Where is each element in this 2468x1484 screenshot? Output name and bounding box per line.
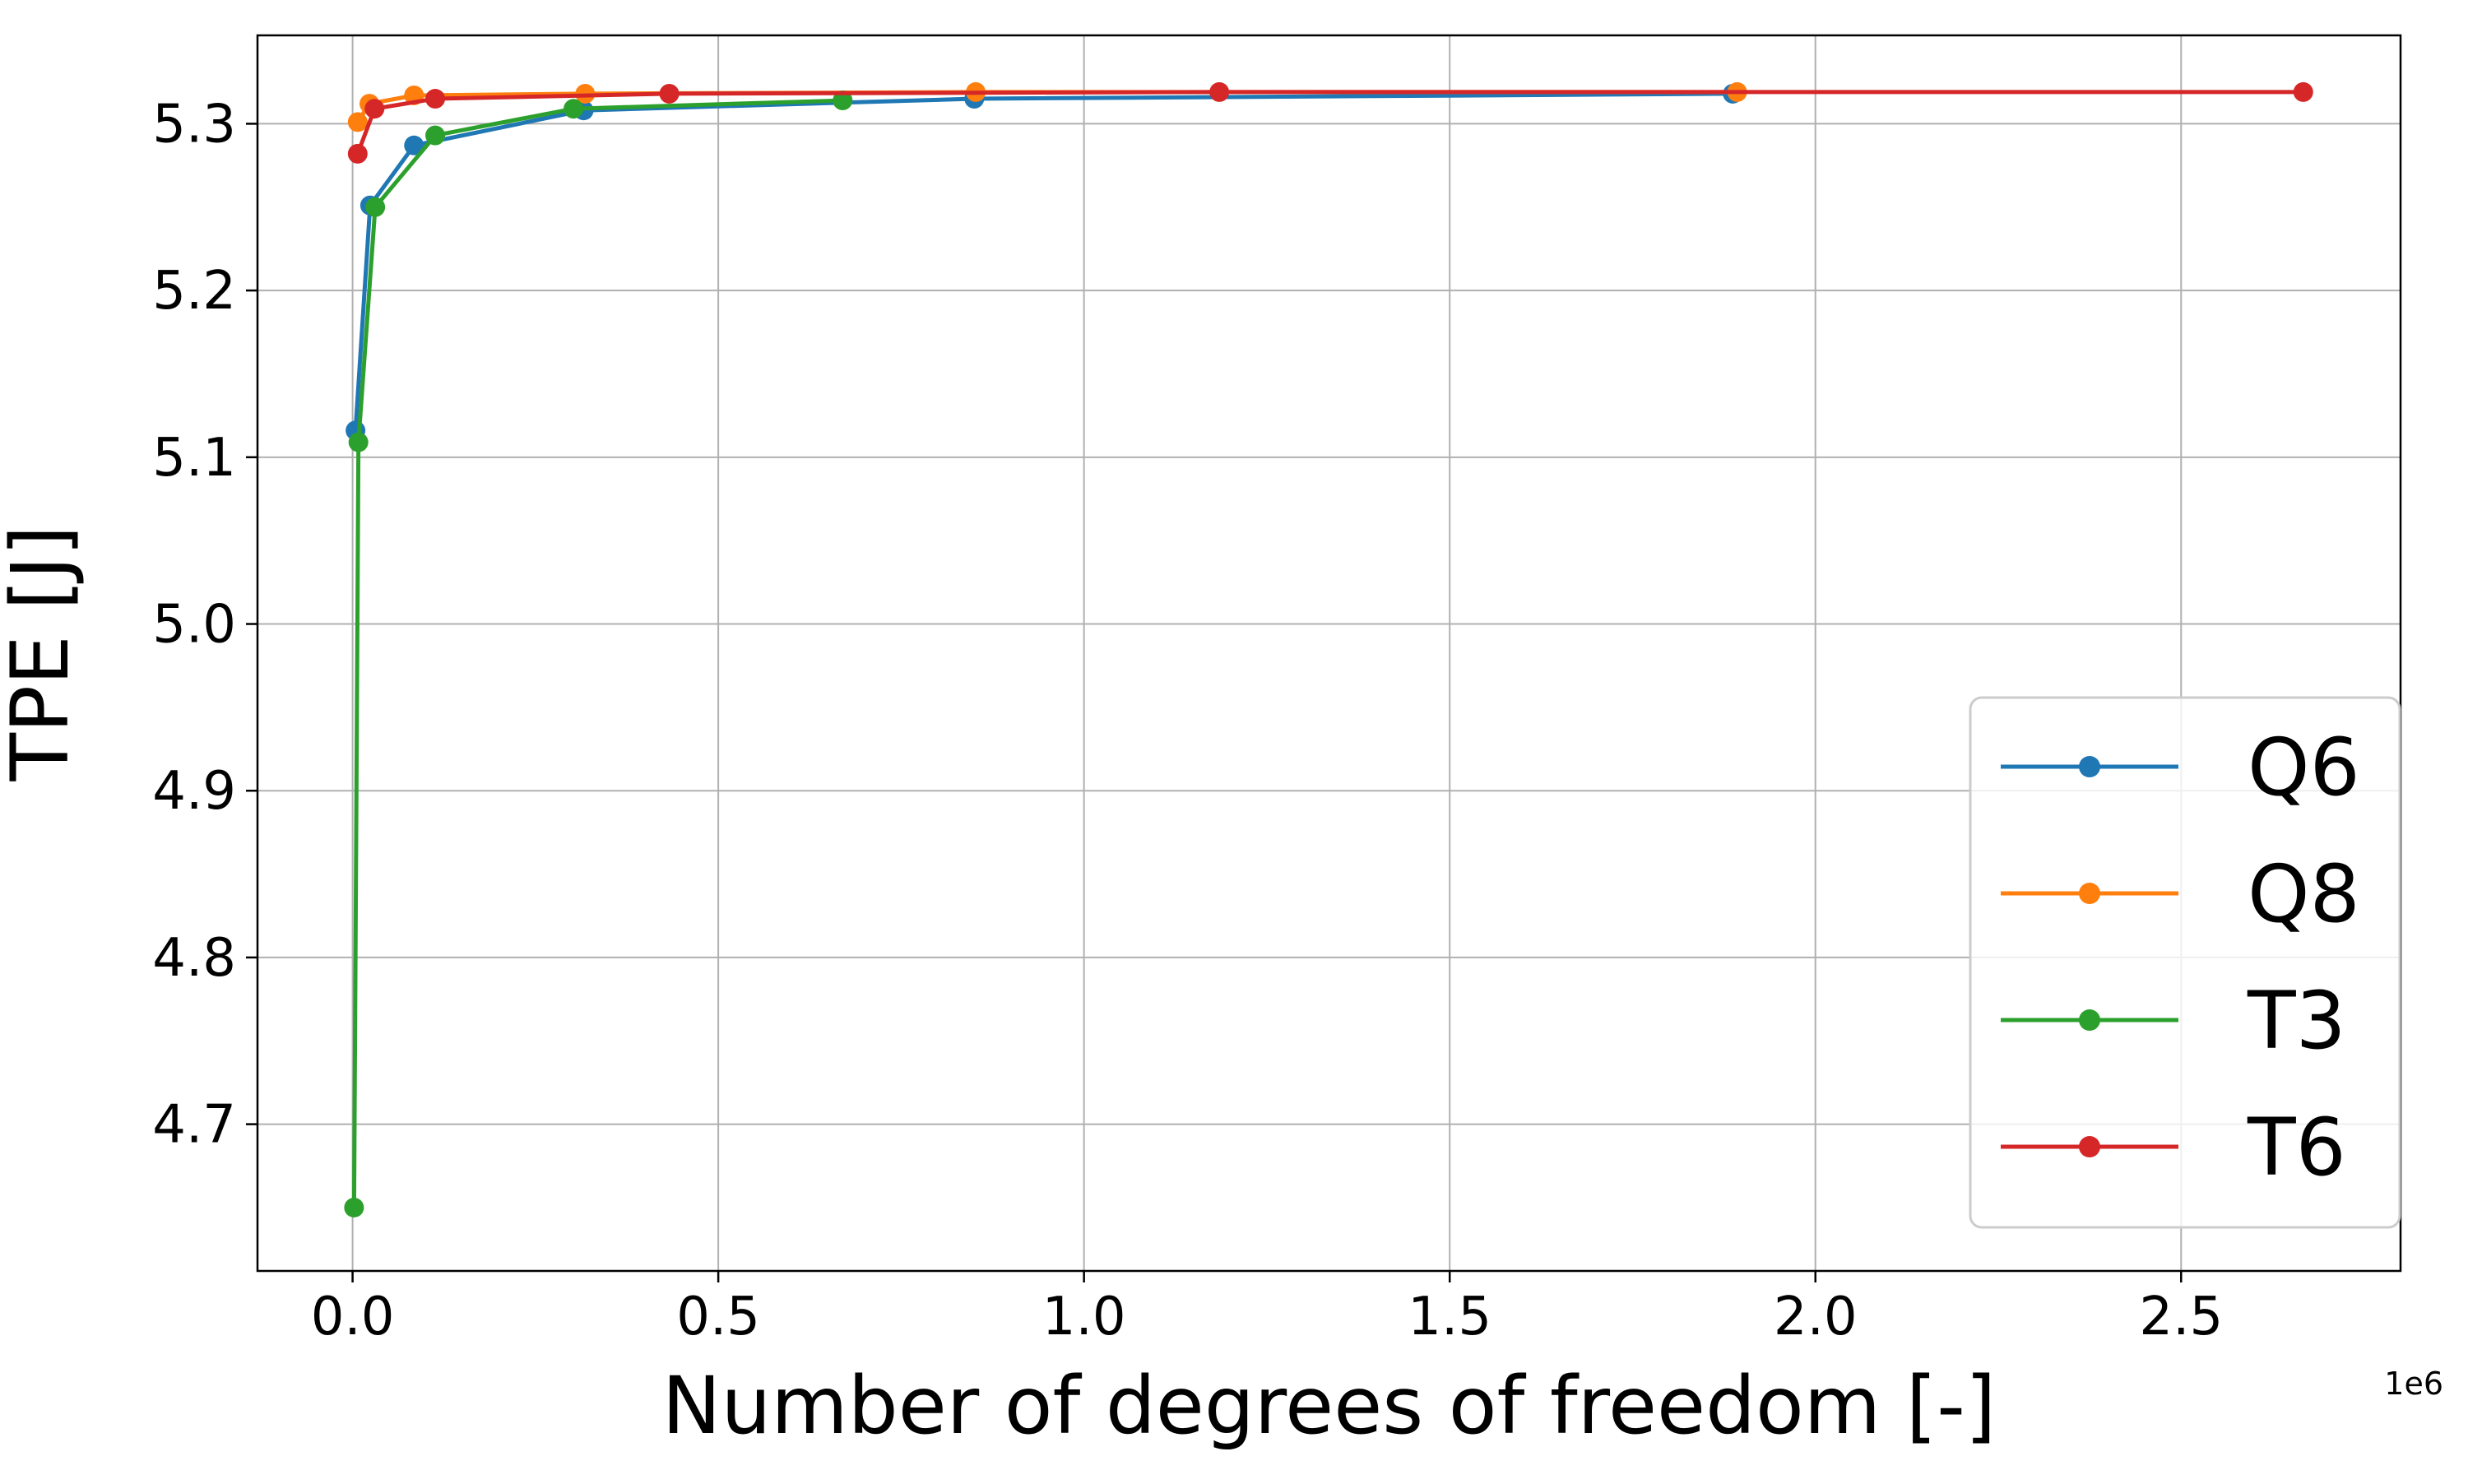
series-t6 bbox=[347, 81, 2313, 164]
data-point bbox=[564, 99, 584, 119]
data-point bbox=[1209, 81, 1230, 102]
legend-box bbox=[1969, 696, 2401, 1229]
y-tick-label: 4.7 bbox=[152, 1095, 236, 1156]
series-layer bbox=[344, 81, 2313, 1217]
legend-label: Q8 bbox=[2248, 848, 2360, 940]
legend-marker bbox=[2079, 1136, 2100, 1157]
legend: Q6 Q8 T3 T6 bbox=[1969, 696, 2401, 1229]
data-point bbox=[425, 125, 446, 146]
y-tick-label: 5.0 bbox=[152, 595, 236, 656]
legend-label: T6 bbox=[2247, 1101, 2346, 1194]
series-line-q6 bbox=[353, 91, 1733, 431]
y-tick-label: 4.8 bbox=[152, 928, 236, 989]
data-point bbox=[659, 83, 680, 104]
legend-marker bbox=[2079, 883, 2100, 904]
data-point bbox=[347, 143, 368, 164]
series-line-t3 bbox=[351, 98, 843, 1208]
data-point bbox=[404, 135, 424, 155]
y-tick-label: 5.3 bbox=[152, 94, 236, 155]
plot-frame bbox=[256, 34, 2402, 1273]
series-t3 bbox=[344, 90, 853, 1217]
x-tick-label: 2.5 bbox=[2139, 1287, 2223, 1347]
x-tick-label: 1.0 bbox=[1042, 1287, 1126, 1347]
legend-item-t6: T6 bbox=[2001, 1101, 2346, 1194]
legend-item-q6: Q6 bbox=[2001, 721, 2360, 814]
x-axis-offset-label: 1e6 bbox=[2384, 1366, 2443, 1402]
y-tick-label: 4.9 bbox=[152, 761, 236, 822]
x-tick-label: 2.0 bbox=[1774, 1287, 1858, 1347]
legend-marker bbox=[2079, 1009, 2100, 1031]
x-tick-label: 0.0 bbox=[311, 1287, 395, 1347]
data-point bbox=[344, 1197, 364, 1217]
x-tick-label: 1.5 bbox=[1408, 1287, 1491, 1347]
y-tick-label: 5.2 bbox=[152, 261, 236, 322]
data-point bbox=[347, 112, 368, 132]
data-point bbox=[348, 432, 369, 452]
x-tick-label: 0.5 bbox=[676, 1287, 760, 1347]
legend-label: T3 bbox=[2247, 975, 2346, 1067]
axes: 0.0 0.5 1.0 1.5 2.0 2.5 4.7 4.8 4.9 5.0 5.1 5.2 5.3 bbox=[152, 94, 2223, 1347]
y-tick-label: 5.1 bbox=[152, 428, 236, 489]
legend-marker bbox=[2079, 756, 2100, 777]
data-point bbox=[365, 197, 386, 217]
legend-item-t3: T3 bbox=[2001, 975, 2346, 1067]
y-axis-label: TPE [J] bbox=[0, 526, 86, 782]
data-point bbox=[833, 90, 853, 111]
legend-label: Q6 bbox=[2248, 721, 2360, 814]
data-point bbox=[425, 89, 446, 109]
data-point bbox=[364, 99, 385, 119]
data-point bbox=[2293, 81, 2313, 102]
legend-item-q8: Q8 bbox=[2001, 848, 2360, 940]
x-axis-label: Number of degrees of freedom [-] bbox=[662, 1360, 1997, 1452]
